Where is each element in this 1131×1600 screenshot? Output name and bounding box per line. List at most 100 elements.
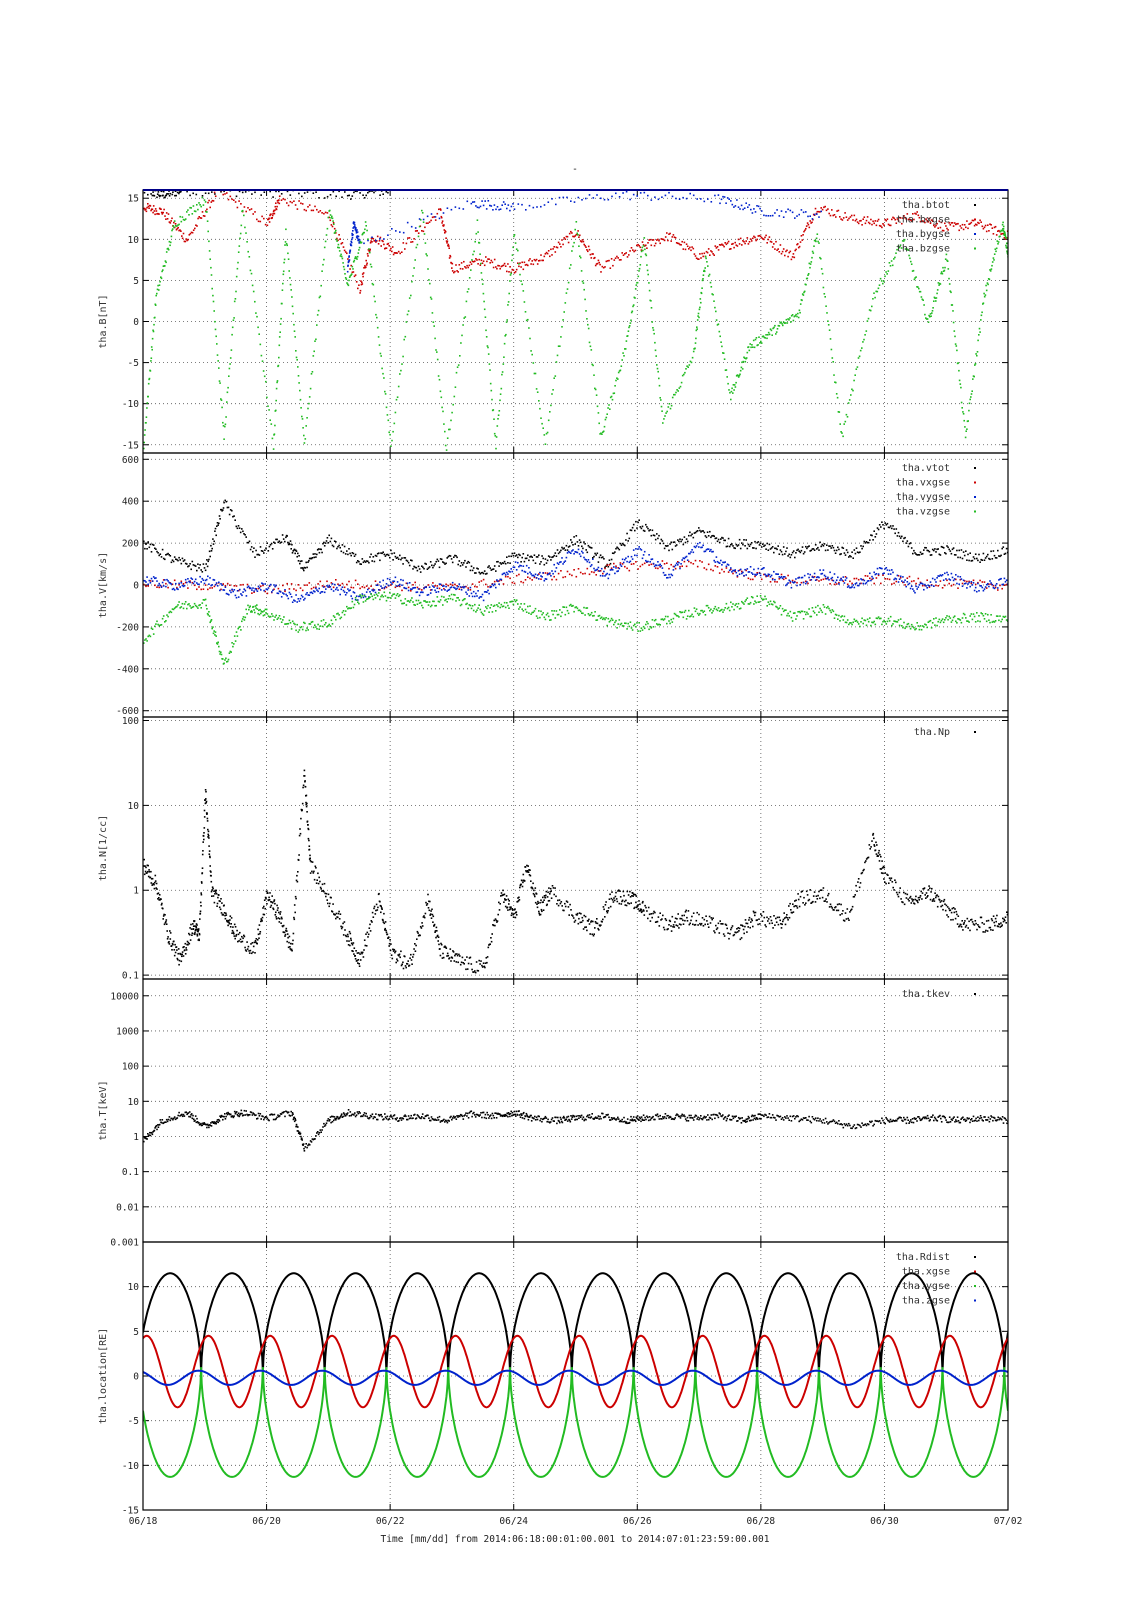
data-point xyxy=(660,405,663,408)
data-point xyxy=(370,237,373,240)
data-point xyxy=(152,205,155,207)
data-point xyxy=(488,363,491,365)
data-point xyxy=(649,238,651,241)
data-point xyxy=(613,392,616,394)
data-point xyxy=(726,242,729,244)
data-point xyxy=(404,598,407,600)
data-point xyxy=(339,584,341,587)
data-point xyxy=(506,207,508,210)
data-point xyxy=(477,231,479,233)
data-point xyxy=(956,582,958,585)
data-point xyxy=(297,598,300,600)
data-point xyxy=(920,582,923,585)
data-point xyxy=(555,567,558,569)
data-point xyxy=(599,433,601,435)
data-point xyxy=(991,558,994,560)
data-point xyxy=(467,560,469,563)
data-point xyxy=(493,580,496,583)
data-point xyxy=(490,586,493,588)
data-point xyxy=(280,541,283,543)
data-point xyxy=(891,527,893,530)
data-point xyxy=(844,576,847,578)
data-point xyxy=(882,574,884,576)
data-point xyxy=(309,387,312,390)
data-point xyxy=(412,275,414,277)
data-point xyxy=(256,315,258,318)
data-point xyxy=(657,238,659,241)
data-point xyxy=(872,577,874,580)
data-point xyxy=(723,245,725,248)
data-point xyxy=(484,200,486,202)
data-point xyxy=(413,603,415,606)
data-point xyxy=(662,422,664,424)
data-point xyxy=(790,258,793,261)
data-point xyxy=(162,615,165,617)
data-point xyxy=(581,239,584,241)
data-point xyxy=(768,543,771,546)
data-point xyxy=(888,578,891,581)
data-point xyxy=(316,324,318,326)
data-point xyxy=(182,560,185,562)
data-point xyxy=(699,541,701,544)
data-point xyxy=(562,576,564,579)
data-point xyxy=(577,548,580,551)
data-point xyxy=(794,315,796,317)
data-point xyxy=(650,534,653,537)
data-point xyxy=(740,204,743,207)
data-point xyxy=(919,582,922,585)
data-point xyxy=(785,584,787,587)
data-point xyxy=(632,193,635,196)
data-point xyxy=(864,542,867,544)
data-point xyxy=(617,567,619,569)
data-point xyxy=(417,565,420,568)
data-point xyxy=(593,567,595,570)
data-point xyxy=(202,588,205,590)
data-point xyxy=(353,603,356,606)
data-point xyxy=(492,605,495,607)
data-point xyxy=(859,582,861,585)
data-point xyxy=(353,223,355,225)
data-point xyxy=(562,563,564,565)
data-point xyxy=(952,310,954,312)
data-point xyxy=(187,209,189,211)
data-point xyxy=(474,595,476,598)
data-point xyxy=(733,389,735,391)
data-point xyxy=(543,579,546,582)
data-point xyxy=(921,298,924,301)
data-point xyxy=(670,573,672,576)
data-point xyxy=(173,579,176,582)
data-point xyxy=(686,559,689,561)
data-point xyxy=(462,324,464,326)
data-point xyxy=(265,547,267,549)
data-point xyxy=(613,552,615,555)
data-point xyxy=(224,584,227,587)
data-point xyxy=(527,264,529,267)
data-point xyxy=(269,419,271,421)
data-point xyxy=(769,600,772,603)
data-point xyxy=(618,567,621,570)
data-point xyxy=(431,216,434,219)
data-point xyxy=(466,562,468,564)
data-point xyxy=(765,234,767,237)
data-point xyxy=(289,200,292,203)
data-point xyxy=(512,566,515,568)
data-point xyxy=(166,218,169,220)
data-point xyxy=(480,272,483,274)
data-point xyxy=(159,194,162,197)
data-point xyxy=(160,277,163,280)
data-point xyxy=(421,604,423,607)
data-point xyxy=(200,205,202,208)
data-point xyxy=(228,375,230,377)
data-point xyxy=(994,557,997,559)
data-point xyxy=(284,589,286,591)
data-point xyxy=(524,608,527,611)
data-point xyxy=(279,618,282,620)
data-point xyxy=(914,591,916,594)
data-point xyxy=(504,335,506,337)
data-point xyxy=(724,242,726,244)
data-point xyxy=(902,581,904,584)
data-point xyxy=(325,622,327,624)
data-point xyxy=(422,566,424,569)
data-point xyxy=(289,593,292,595)
data-point xyxy=(846,416,849,418)
